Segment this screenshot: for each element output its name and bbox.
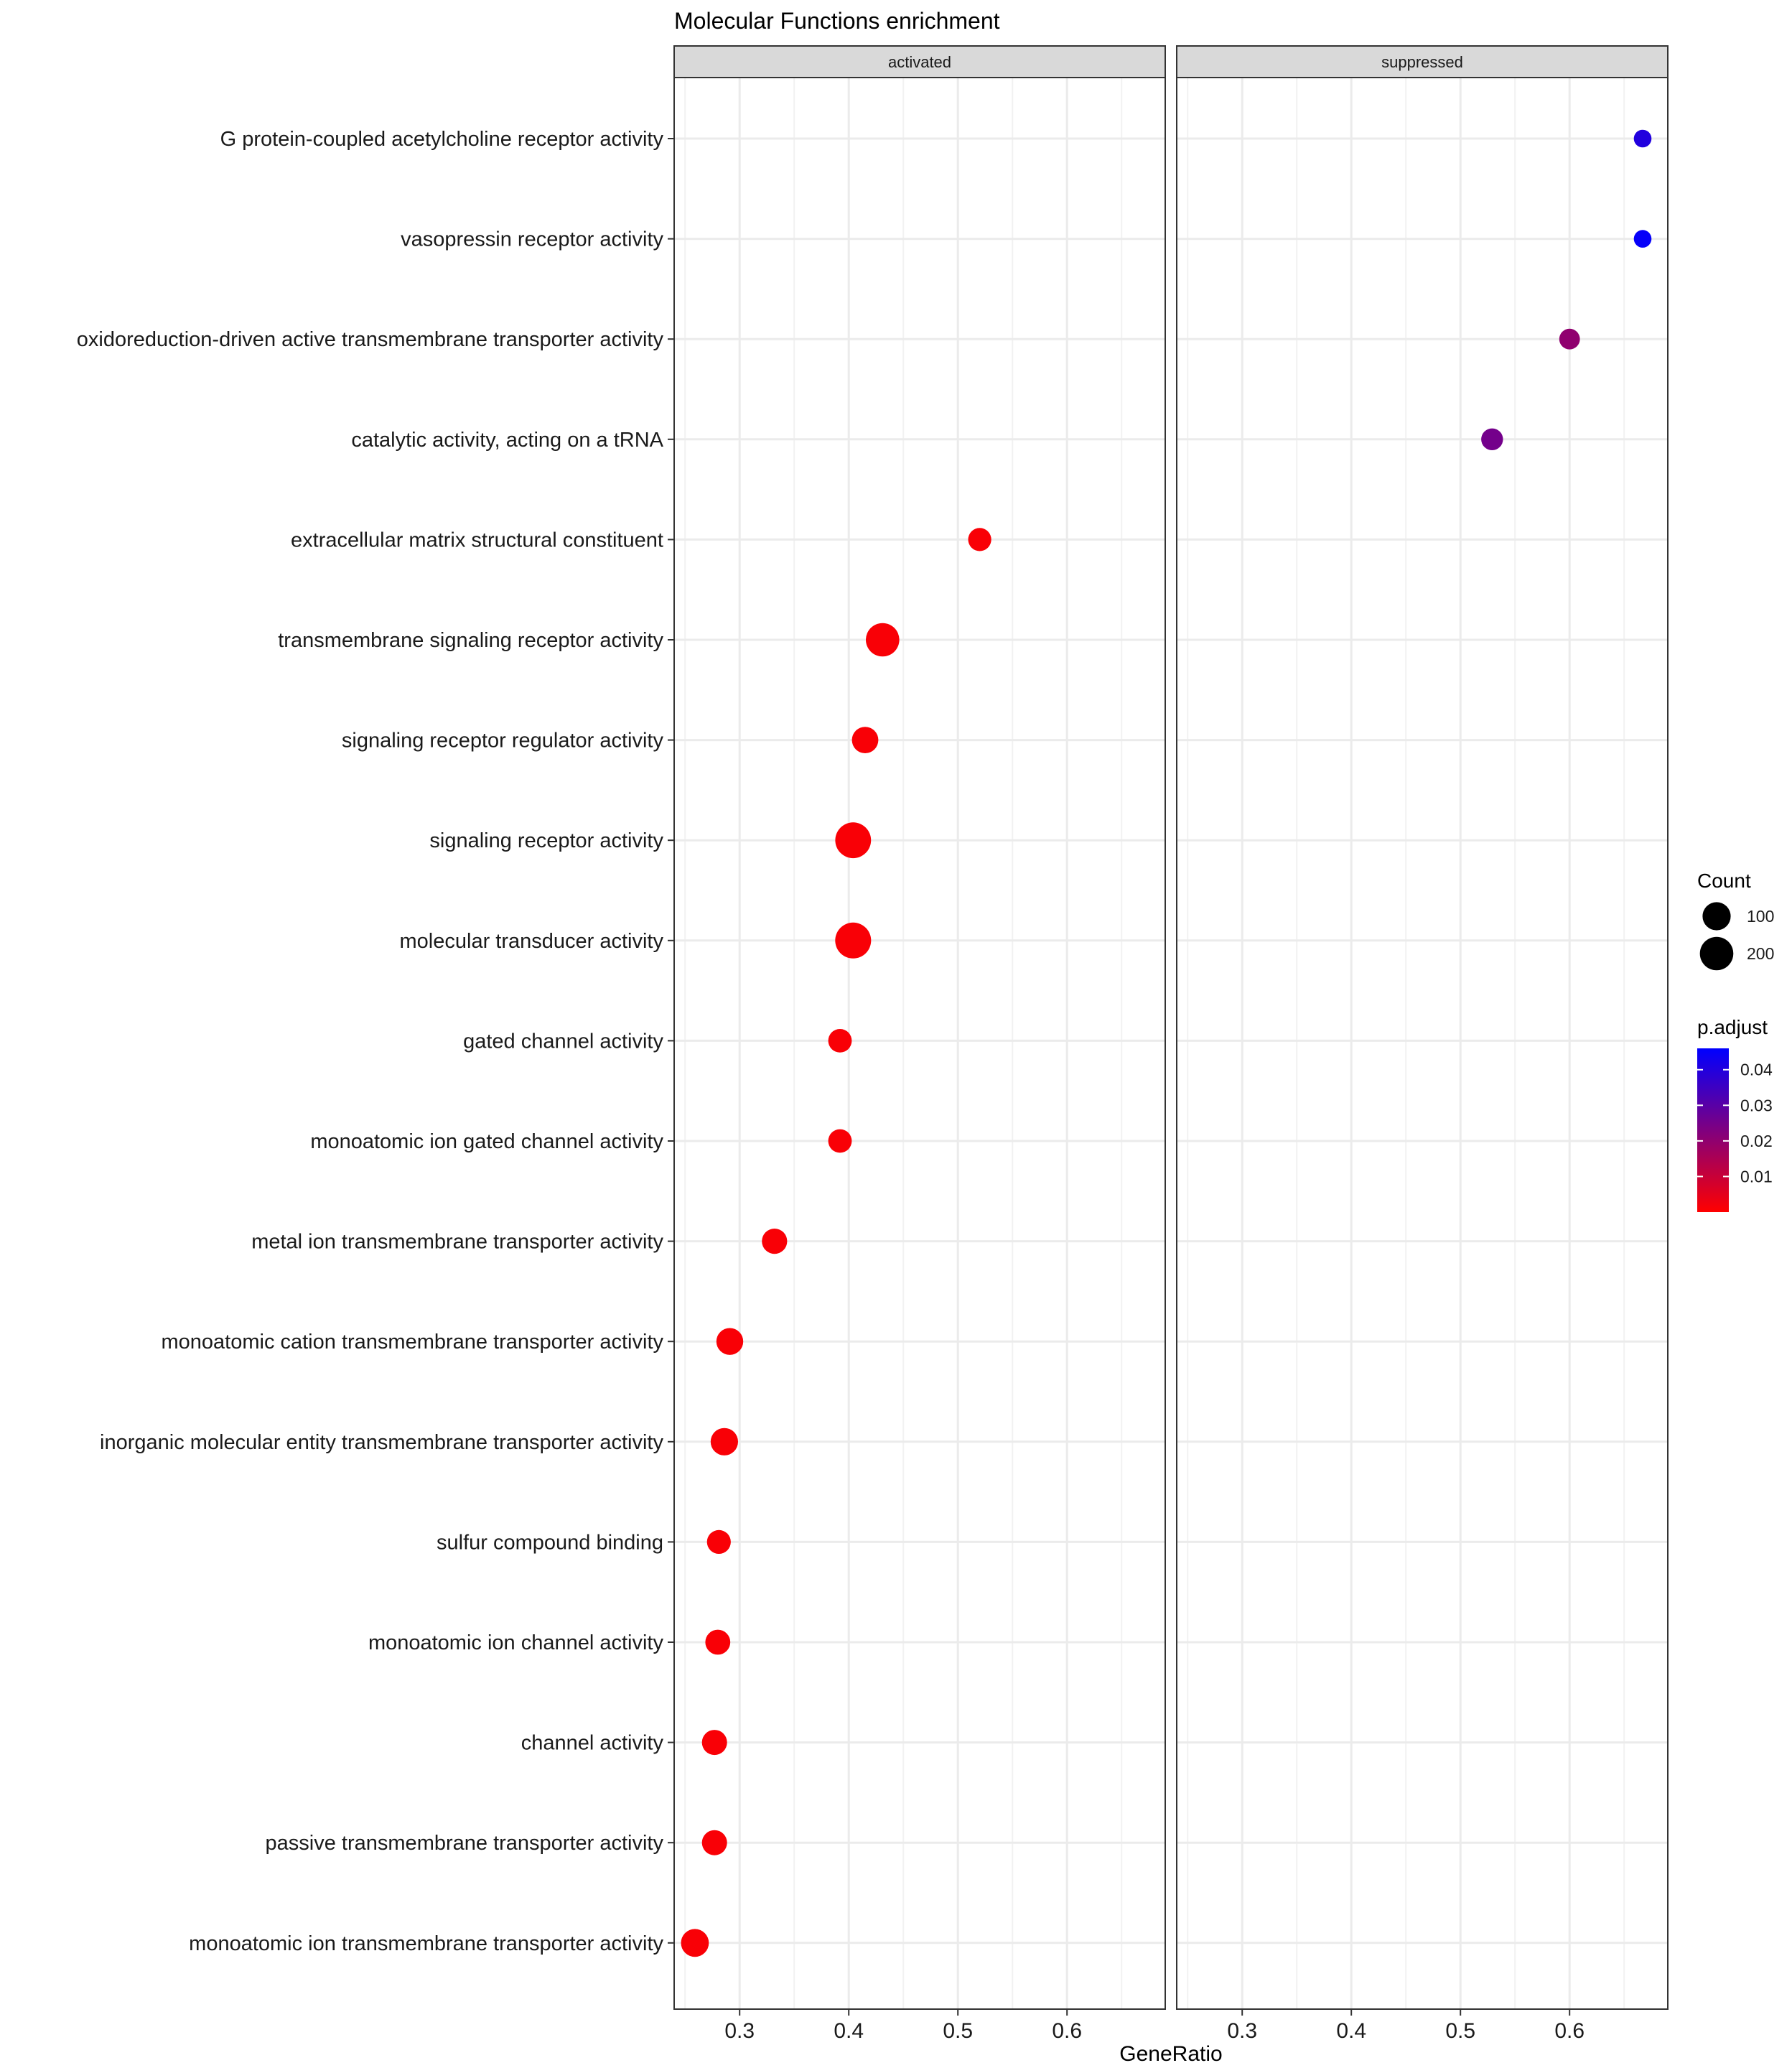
x-axis-title: GeneRatio xyxy=(1119,2042,1222,2066)
color-legend: p.adjust 0.01 0.02 0.03 0.04 xyxy=(1697,1016,1773,1212)
size-legend-key xyxy=(1699,936,1734,971)
y-tick-label: metal ion transmembrane transporter acti… xyxy=(251,1231,663,1254)
data-point xyxy=(1633,230,1652,248)
y-tick-label: channel activity xyxy=(521,1732,664,1755)
x-tick-label: 0.6 xyxy=(1554,2019,1585,2043)
strip-activated xyxy=(673,45,1166,78)
y-tick-label: gated channel activity xyxy=(463,1030,663,1053)
data-point xyxy=(1481,428,1503,450)
grid-suppressed xyxy=(1177,78,1668,2009)
data-point xyxy=(828,1129,852,1153)
y-tick-label: G protein-coupled acetylcholine receptor… xyxy=(220,128,664,151)
data-point xyxy=(706,1529,731,1554)
color-legend-title: p.adjust xyxy=(1697,1016,1768,1038)
data-point xyxy=(866,623,900,657)
y-tick-label: molecular transducer activity xyxy=(400,930,664,953)
strip-label-activated: activated xyxy=(888,53,951,71)
size-legend-key xyxy=(1702,902,1731,931)
x-tick-label: 0.4 xyxy=(834,2019,864,2043)
data-point xyxy=(968,528,991,551)
y-tick-label: transmembrane signaling receptor activit… xyxy=(278,629,663,652)
x-axis: 0.3 0.4 0.5 0.6 0.3 0.4 0.5 0.6 xyxy=(724,2009,1585,2043)
data-point xyxy=(835,822,872,859)
data-point xyxy=(716,1328,744,1355)
data-point xyxy=(835,922,872,959)
y-tick-label: monoatomic ion transmembrane transporter… xyxy=(189,1932,663,1955)
color-legend-label: 0.01 xyxy=(1740,1167,1773,1186)
y-tick-label: passive transmembrane transporter activi… xyxy=(266,1832,664,1855)
size-legend-label: 100 xyxy=(1747,907,1774,926)
size-legend-title: Count xyxy=(1697,870,1751,892)
x-tick-label: 0.3 xyxy=(1227,2019,1257,2043)
panel-bg-activated xyxy=(674,78,1165,2009)
data-point xyxy=(705,1629,731,1655)
size-legend: Count 100 200 xyxy=(1697,870,1774,971)
panel-activated: activated xyxy=(673,45,1166,2010)
y-axis: G protein-coupled acetylcholine receptor… xyxy=(77,128,674,1955)
y-tick-label: monoatomic ion gated channel activity xyxy=(310,1130,663,1153)
x-tick-label: 0.6 xyxy=(1052,2019,1082,2043)
data-point xyxy=(1633,129,1652,148)
data-point xyxy=(701,1830,727,1855)
x-tick-label: 0.4 xyxy=(1336,2019,1366,2043)
data-point xyxy=(762,1229,788,1254)
strip-suppressed xyxy=(1176,45,1669,78)
color-legend-bar xyxy=(1697,1048,1729,1212)
data-point xyxy=(701,1730,727,1756)
size-legend-keys: 100 200 xyxy=(1699,902,1774,971)
y-tick-label: extracellular matrix structural constitu… xyxy=(291,528,663,551)
y-tick-label: sulfur compound binding xyxy=(437,1531,663,1554)
data-point xyxy=(710,1427,738,1455)
panel-suppressed: suppressed xyxy=(1176,45,1669,2010)
x-tick-label: 0.3 xyxy=(724,2019,755,2043)
data-point xyxy=(828,1029,852,1053)
size-legend-label: 200 xyxy=(1747,944,1774,963)
y-tick-label: signaling receptor regulator activity xyxy=(342,730,664,753)
y-tick-label: monoatomic ion channel activity xyxy=(368,1631,664,1654)
color-legend-label: 0.02 xyxy=(1740,1132,1773,1150)
strip-label-suppressed: suppressed xyxy=(1381,53,1463,71)
y-tick-label: catalytic activity, acting on a tRNA xyxy=(351,429,663,452)
y-tick-label: inorganic molecular entity transmembrane… xyxy=(100,1431,663,1454)
y-tick-label: oxidoreduction-driven active transmembra… xyxy=(77,328,664,351)
y-tick-label: signaling receptor activity xyxy=(429,829,663,852)
x-tick-label: 0.5 xyxy=(943,2019,973,2043)
dots-activated xyxy=(681,528,991,1957)
color-legend-label: 0.03 xyxy=(1740,1096,1773,1114)
dots-suppressed xyxy=(1481,129,1652,450)
panel-border-suppressed xyxy=(1176,77,1669,2010)
chart-title: Molecular Functions enrichment xyxy=(674,8,1000,34)
y-tick-label: monoatomic cation transmembrane transpor… xyxy=(161,1331,663,1354)
x-tick-label: 0.5 xyxy=(1445,2019,1475,2043)
data-point xyxy=(1559,328,1580,350)
panel-border-activated xyxy=(673,77,1166,2010)
color-legend-ticks: 0.01 0.02 0.03 0.04 xyxy=(1697,1061,1773,1186)
y-tick-label: vasopressin receptor activity xyxy=(401,228,663,251)
panel-bg-suppressed xyxy=(1177,78,1668,2009)
color-legend-label: 0.04 xyxy=(1740,1061,1773,1079)
data-point xyxy=(851,727,879,753)
data-point xyxy=(681,1929,709,1957)
